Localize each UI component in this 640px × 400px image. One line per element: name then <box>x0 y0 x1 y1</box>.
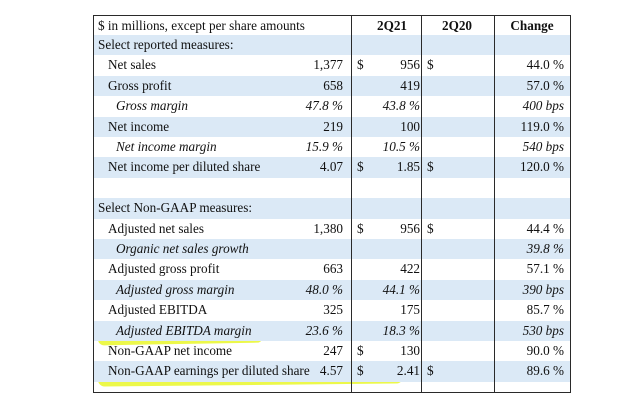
cell-2q21-value: 1,377 <box>313 57 343 73</box>
cell-2q21-value: 247 <box>323 343 343 358</box>
cell-2q21-currency: $ <box>357 159 364 175</box>
table-row: Non-GAAP net income $247 130 90.0 % <box>94 341 570 361</box>
table-row: Organic net sales growth 39.8 % <box>94 239 570 260</box>
cell-2q20-currency: $ <box>427 57 434 73</box>
table-row: Gross margin 47.8 % 43.8 % 400 bps <box>94 96 570 116</box>
table-header-row: $ in millions, except per share amounts … <box>94 16 570 36</box>
table-row: Net sales $1,377 $956 44.0 % <box>94 55 570 75</box>
cell-2q21-value: 4.57 <box>319 363 343 379</box>
cell-2q20-currency: $ <box>427 220 434 236</box>
cell-2q21-value: 325 <box>323 302 343 318</box>
table-row: Select Non-GAAP measures: <box>94 198 570 219</box>
row-label: Net sales <box>108 57 156 73</box>
row-label: Adjusted gross margin <box>116 281 235 297</box>
cell-change-value: 90.0 % <box>526 343 564 358</box>
cell-change-value: 120.0 % <box>520 159 564 175</box>
cell-2q21-value: 4.07 <box>319 159 343 175</box>
cell-2q21-value: 15.9 % <box>305 139 343 154</box>
cell-2q21-currency: $ <box>357 343 364 358</box>
table-row: Net income margin 15.9 % 10.5 % 540 bps <box>94 137 570 157</box>
cell-2q20-value: 175 <box>400 302 420 318</box>
row-label: Net income per diluted share <box>108 159 261 175</box>
row-label: Non-GAAP net income <box>108 343 233 358</box>
row-label: Select reported measures: <box>98 37 234 52</box>
cell-change-value: 44.4 % <box>526 220 564 236</box>
cell-2q20-value: 419 <box>400 77 420 93</box>
header-2q20: 2Q20 <box>441 18 473 33</box>
cell-2q20-value: 100 <box>400 118 420 134</box>
cell-2q21-value: 219 <box>323 118 343 134</box>
cell-2q20-value: 10.5 % <box>382 139 420 154</box>
row-label: Adjusted EBITDA <box>108 302 208 318</box>
cell-2q21-value: 1,380 <box>313 220 343 236</box>
table-row: Net income per diluted share $4.07 $1.85 12… <box>94 157 570 178</box>
cell-change-value: 89.6 % <box>526 363 564 379</box>
cell-2q20-value: 2.41 <box>396 363 420 379</box>
cell-2q21-currency: $ <box>357 363 364 379</box>
cell-2q20-currency: $ <box>427 363 434 379</box>
row-label: Select Non-GAAP measures: <box>98 200 253 216</box>
header-2q21: 2Q21 <box>376 18 408 33</box>
table-row: Select reported measures: <box>94 35 570 56</box>
cell-2q20-value: 956 <box>400 220 420 236</box>
column-divider-2 <box>421 16 422 392</box>
cell-2q20-currency: $ <box>427 159 434 175</box>
table-row: Net income 219 100 119.0 % <box>94 116 570 137</box>
cell-2q20-value: 130 <box>400 343 420 358</box>
cell-change-value: 400 bps <box>522 98 564 114</box>
table-row <box>94 178 570 198</box>
cell-change-value: 390 bps <box>522 281 564 297</box>
column-divider-1 <box>351 16 352 392</box>
column-divider-3 <box>494 16 495 392</box>
row-label: Adjusted EBITDA margin <box>116 322 252 338</box>
row-label: Adjusted net sales <box>108 220 204 236</box>
row-label: Adjusted gross profit <box>108 261 220 277</box>
cell-change-value: 119.0 % <box>520 118 564 134</box>
cell-2q20-value: 422 <box>400 261 420 277</box>
cell-2q21-currency: $ <box>357 220 364 236</box>
cell-2q20-value: 18.3 % <box>382 322 420 338</box>
row-label: Non-GAAP earnings per diluted share <box>108 363 310 379</box>
table-row: Adjusted EBITDA margin 23.6 % 18.3 % 530 bp… <box>94 320 570 341</box>
cell-2q21-value: 23.6 % <box>305 322 343 338</box>
header-change: Change <box>510 18 554 33</box>
row-label: Gross margin <box>116 98 188 114</box>
cell-2q21-value: 658 <box>323 77 343 93</box>
table-row: Gross profit 658 419 57.0 % <box>94 75 570 97</box>
cell-2q21-value: 48.0 % <box>305 281 343 297</box>
cell-change-value: 57.0 % <box>526 77 564 93</box>
cell-2q21-value: 47.8 % <box>305 98 343 114</box>
table-row: Adjusted gross margin 48.0 % 44.1 % 390 bps <box>94 279 570 301</box>
cell-2q20-value: 1.85 <box>396 159 420 175</box>
cell-2q20-value: 956 <box>400 57 420 73</box>
table-row: Adjusted EBITDA 325 175 85.7 % <box>94 300 570 320</box>
header-label: $ in millions, except per share amounts <box>98 18 305 33</box>
cell-change-value: 57.1 % <box>526 261 564 277</box>
cell-change-value: 39.8 % <box>526 241 564 256</box>
cell-change-value: 85.7 % <box>526 302 564 318</box>
table-row: Adjusted net sales $1,380 $956 44.4 % <box>94 219 570 239</box>
cell-change-value: 530 bps <box>522 322 564 338</box>
cell-change-value: 540 bps <box>522 139 564 154</box>
row-label: Organic net sales growth <box>116 241 249 256</box>
table-row: Non-GAAP earnings per diluted share $4.57… <box>94 361 570 382</box>
cell-2q20-value: 44.1 % <box>382 281 420 297</box>
row-label: Gross profit <box>108 77 172 93</box>
cell-2q20-value: 43.8 % <box>382 98 420 114</box>
row-label: Net income <box>108 118 170 134</box>
cell-2q21-currency: $ <box>357 57 364 73</box>
row-label: Net income margin <box>116 139 217 154</box>
financial-summary-table: $ in millions, except per share amounts … <box>93 15 571 393</box>
cell-change-value: 44.0 % <box>526 57 564 73</box>
cell-2q21-value: 663 <box>323 261 343 277</box>
table-row: Adjusted gross profit 663 422 57.1 % <box>94 259 570 279</box>
